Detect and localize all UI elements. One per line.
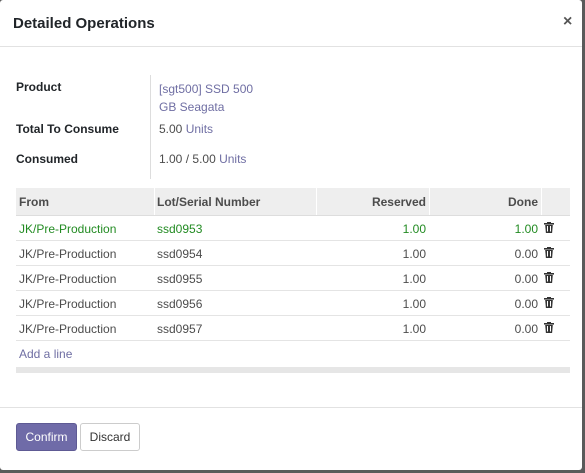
column-header: Reserved	[371, 195, 426, 209]
add-line-row: Add a line	[16, 341, 570, 365]
table-row[interactable]: JK/Pre-Production ssd0956 1.00 0.00	[16, 291, 570, 316]
table-cell: 1.00	[402, 247, 426, 261]
product-link[interactable]: [sgt500] SSD 500 GB Seagata	[159, 82, 254, 114]
table-cell: 0.00	[514, 247, 538, 261]
table-cell: JK/Pre-Production	[19, 272, 117, 286]
delete-icon[interactable]	[544, 297, 554, 311]
table-cell: 0.00	[514, 272, 538, 286]
discard-button[interactable]: Discard	[80, 423, 140, 451]
add-line[interactable]: Add a line	[19, 347, 73, 361]
unit: Units	[185, 122, 214, 136]
delete-icon[interactable]	[544, 272, 554, 286]
table-cell: JK/Pre-Production	[19, 322, 117, 336]
table-cell: 1.00	[402, 297, 426, 311]
column-separator	[541, 188, 542, 215]
table-row[interactable]: JK/Pre-Production ssd0957 1.00 0.00	[16, 316, 570, 341]
unit: Units	[219, 152, 247, 166]
table-cell: JK/Pre-Production	[19, 247, 117, 261]
table-cell: JK/Pre-Production	[19, 222, 117, 236]
divider	[0, 407, 582, 408]
table-cell: 1.00	[514, 222, 538, 236]
column-header: Lot/Serial Number	[157, 195, 261, 209]
trash-icon	[544, 297, 554, 308]
column-separator	[316, 188, 317, 215]
field-label: Product	[16, 80, 62, 94]
field-value: 1.00 / 5.00 Units	[159, 152, 246, 166]
table-cell: ssd0955	[157, 272, 203, 286]
quantity: 1.00	[159, 152, 183, 166]
trash-icon	[544, 222, 554, 233]
column-separator	[154, 188, 155, 215]
table-cell: ssd0953	[157, 222, 203, 236]
table-footer	[16, 367, 570, 373]
table-cell: ssd0957	[157, 322, 203, 336]
table-cell: 1.00	[402, 222, 426, 236]
delete-icon[interactable]	[544, 322, 554, 336]
field-label: Total To Consume	[16, 122, 119, 136]
table-cell: 1.00	[402, 272, 426, 286]
quantity-total: 5.00	[192, 152, 216, 166]
column-header: Done	[508, 195, 538, 209]
table-cell: 1.00	[402, 322, 426, 336]
trash-icon	[544, 322, 554, 333]
table-cell: 0.00	[514, 297, 538, 311]
field-value: 5.00 Units	[159, 122, 213, 136]
table-cell: ssd0954	[157, 247, 203, 261]
table-body: JK/Pre-Production ssd0953 1.00 1.00 JK/Pre-P…	[16, 216, 570, 341]
quantity: 5.00	[159, 122, 183, 136]
trash-icon	[544, 272, 554, 283]
delete-icon[interactable]	[544, 247, 554, 261]
table-row[interactable]: JK/Pre-Production ssd0954 1.00 0.00	[16, 241, 570, 266]
table-cell: JK/Pre-Production	[19, 297, 117, 311]
column-separator	[429, 188, 430, 215]
divider	[0, 46, 582, 47]
field-label: Consumed	[16, 152, 79, 166]
table-row[interactable]: JK/Pre-Production ssd0953 1.00 1.00	[16, 216, 570, 241]
trash-icon	[544, 247, 554, 258]
column-header: From	[19, 195, 49, 209]
delete-icon[interactable]	[544, 222, 554, 236]
separator-line	[150, 75, 151, 179]
table-row[interactable]: JK/Pre-Production ssd0955 1.00 0.00	[16, 266, 570, 291]
confirm-button[interactable]: Confirm	[16, 423, 77, 451]
table-cell: ssd0956	[157, 297, 203, 311]
separator: /	[185, 152, 190, 166]
dialog-title: Detailed Operations	[13, 15, 155, 32]
operations-table: From Lot/Serial Number Reserved Done JK/Pre…	[16, 188, 570, 373]
table-header: From Lot/Serial Number Reserved Done	[16, 188, 570, 216]
close-button[interactable]: ×	[563, 13, 573, 30]
table-cell: 0.00	[514, 322, 538, 336]
